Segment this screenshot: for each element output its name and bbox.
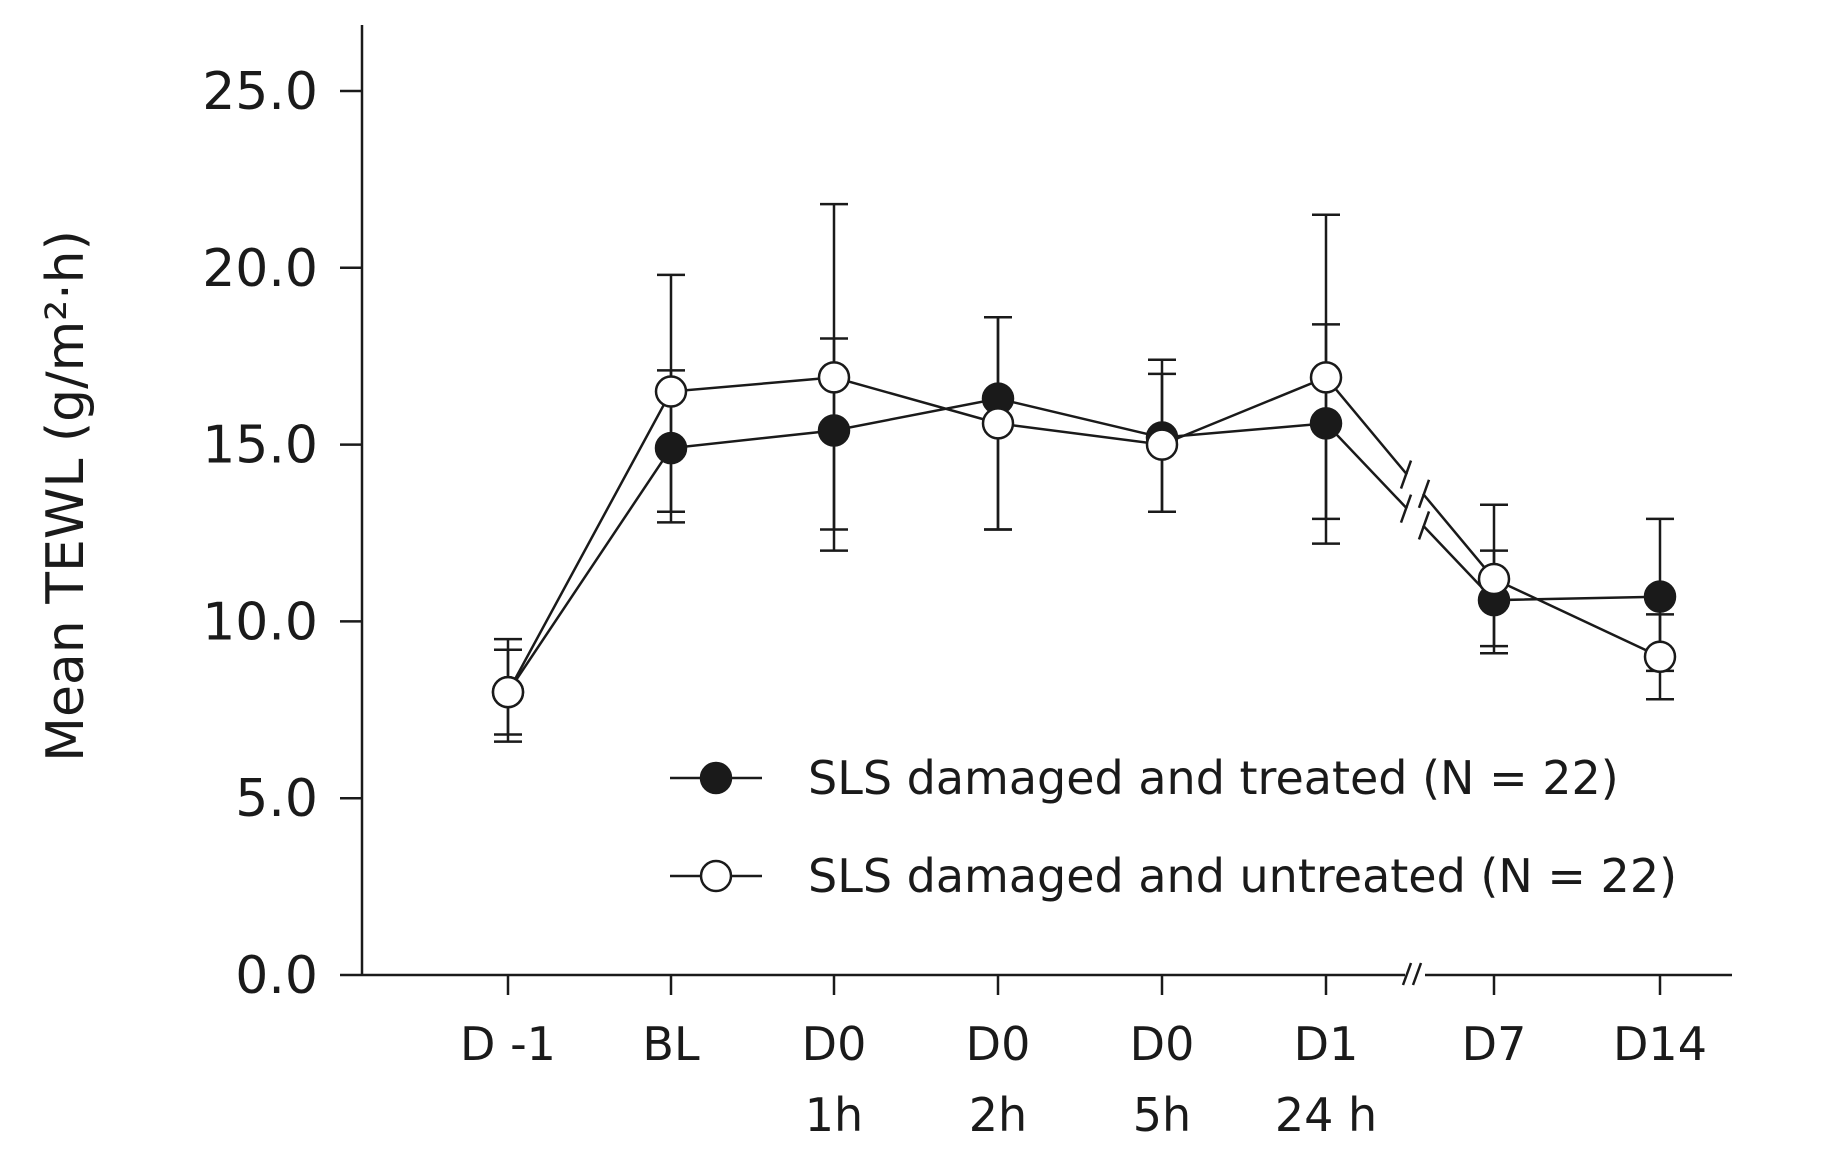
x-tick-sublabel: 24 h — [1275, 1088, 1377, 1142]
y-axis-ticks: 0.0 5.0 10.0 15.0 20.0 25.0 — [202, 62, 362, 1006]
series-break-mark — [1399, 460, 1413, 490]
error-bars — [494, 202, 1674, 743]
untreated-point — [491, 675, 525, 709]
y-tick-label: 15.0 — [202, 416, 318, 476]
series-line-untreated — [506, 375, 1408, 693]
untreated-point — [1145, 428, 1179, 461]
untreated-point — [1309, 361, 1343, 394]
x-tick-sublabel: 5h — [1133, 1088, 1191, 1142]
x-tick-sublabel: 1h — [805, 1088, 863, 1142]
untreated-point — [1477, 562, 1511, 596]
x-axis-break-mark — [1411, 962, 1423, 986]
series-break-mark — [1417, 479, 1431, 509]
legend-label: SLS damaged and untreated (N = 22) — [808, 849, 1677, 903]
series-break-mark — [1399, 494, 1413, 524]
x-tick-label: D7 — [1462, 1017, 1527, 1071]
series-break-mark — [1417, 511, 1431, 540]
x-tick-label: BL — [642, 1017, 700, 1071]
legend: SLS damaged and treated (N = 22) SLS dama… — [670, 751, 1677, 903]
series-line-untreated — [1422, 492, 1661, 658]
y-tick-label: 10.0 — [202, 592, 318, 652]
treated-point — [654, 431, 688, 465]
x-tick-label: D0 — [966, 1017, 1031, 1071]
legend-marker-filled — [699, 761, 733, 795]
x-tick-label: D1 — [1294, 1017, 1359, 1071]
x-tick-label: D0 — [1130, 1017, 1195, 1071]
legend-label: SLS damaged and treated (N = 22) — [808, 751, 1619, 805]
untreated-point — [817, 361, 851, 394]
x-tick-label: D -1 — [460, 1017, 556, 1071]
treated-point — [1309, 407, 1343, 440]
axes — [360, 25, 1732, 986]
treated-point — [1643, 580, 1677, 613]
x-axis-break-mark — [1401, 962, 1413, 986]
y-tick-label: 25.0 — [202, 62, 318, 122]
data-points — [491, 361, 1677, 709]
x-tick-label: D14 — [1613, 1017, 1707, 1071]
untreated-point — [981, 407, 1015, 440]
legend-marker-open — [699, 859, 733, 893]
y-tick-label: 20.0 — [202, 239, 318, 299]
untreated-point — [654, 375, 688, 408]
x-axis-ticks: D -1 BL D0 1h D0 2h D0 5h D1 24 h D7 D14 — [460, 975, 1707, 1142]
y-tick-label: 5.0 — [235, 769, 318, 829]
untreated-point — [1643, 640, 1677, 674]
y-tick-label: 0.0 — [235, 946, 318, 1006]
treated-point — [817, 414, 851, 447]
x-tick-label: D0 — [802, 1017, 867, 1071]
x-tick-sublabel: 2h — [969, 1088, 1027, 1142]
y-axis-label: Mean TEWL (g/m²·h) — [36, 230, 96, 762]
